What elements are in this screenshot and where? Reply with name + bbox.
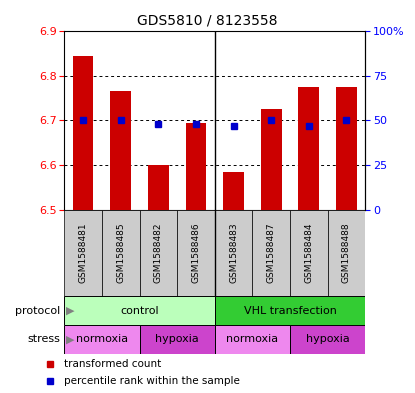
Bar	[139, 210, 177, 296]
Text: percentile rank within the sample: percentile rank within the sample	[63, 376, 239, 386]
Bar	[223, 172, 244, 210]
Bar	[186, 123, 206, 210]
Text: hypoxia: hypoxia	[306, 334, 349, 344]
Text: GSM1588485: GSM1588485	[116, 223, 125, 283]
Text: GSM1588488: GSM1588488	[342, 223, 351, 283]
Bar	[252, 210, 290, 296]
Text: VHL transfection: VHL transfection	[244, 306, 337, 316]
Bar	[73, 56, 93, 210]
Text: GSM1588484: GSM1588484	[304, 223, 313, 283]
Bar	[290, 325, 365, 354]
Text: ▶: ▶	[66, 306, 75, 316]
Bar	[110, 92, 131, 210]
Text: control: control	[120, 306, 159, 316]
Text: GSM1588481: GSM1588481	[78, 223, 88, 283]
Bar	[261, 109, 281, 210]
Text: GSM1588487: GSM1588487	[267, 223, 276, 283]
Bar	[64, 296, 215, 325]
Bar	[177, 210, 215, 296]
Bar	[215, 325, 290, 354]
Text: normoxia: normoxia	[226, 334, 278, 344]
Text: hypoxia: hypoxia	[155, 334, 199, 344]
Bar	[298, 87, 319, 210]
Text: stress: stress	[27, 334, 60, 344]
Text: ▶: ▶	[66, 334, 75, 344]
Bar	[64, 210, 102, 296]
Bar	[148, 165, 168, 210]
Bar	[139, 325, 215, 354]
Bar	[336, 87, 357, 210]
Text: protocol: protocol	[15, 306, 60, 316]
Text: GSM1588482: GSM1588482	[154, 223, 163, 283]
Bar	[290, 210, 327, 296]
Bar	[64, 325, 139, 354]
Text: transformed count: transformed count	[63, 359, 161, 369]
Text: GDS5810 / 8123558: GDS5810 / 8123558	[137, 14, 278, 28]
Bar	[215, 296, 365, 325]
Bar	[102, 210, 139, 296]
Bar	[215, 210, 252, 296]
Bar	[327, 210, 365, 296]
Text: normoxia: normoxia	[76, 334, 128, 344]
Text: GSM1588483: GSM1588483	[229, 223, 238, 283]
Text: GSM1588486: GSM1588486	[191, 223, 200, 283]
